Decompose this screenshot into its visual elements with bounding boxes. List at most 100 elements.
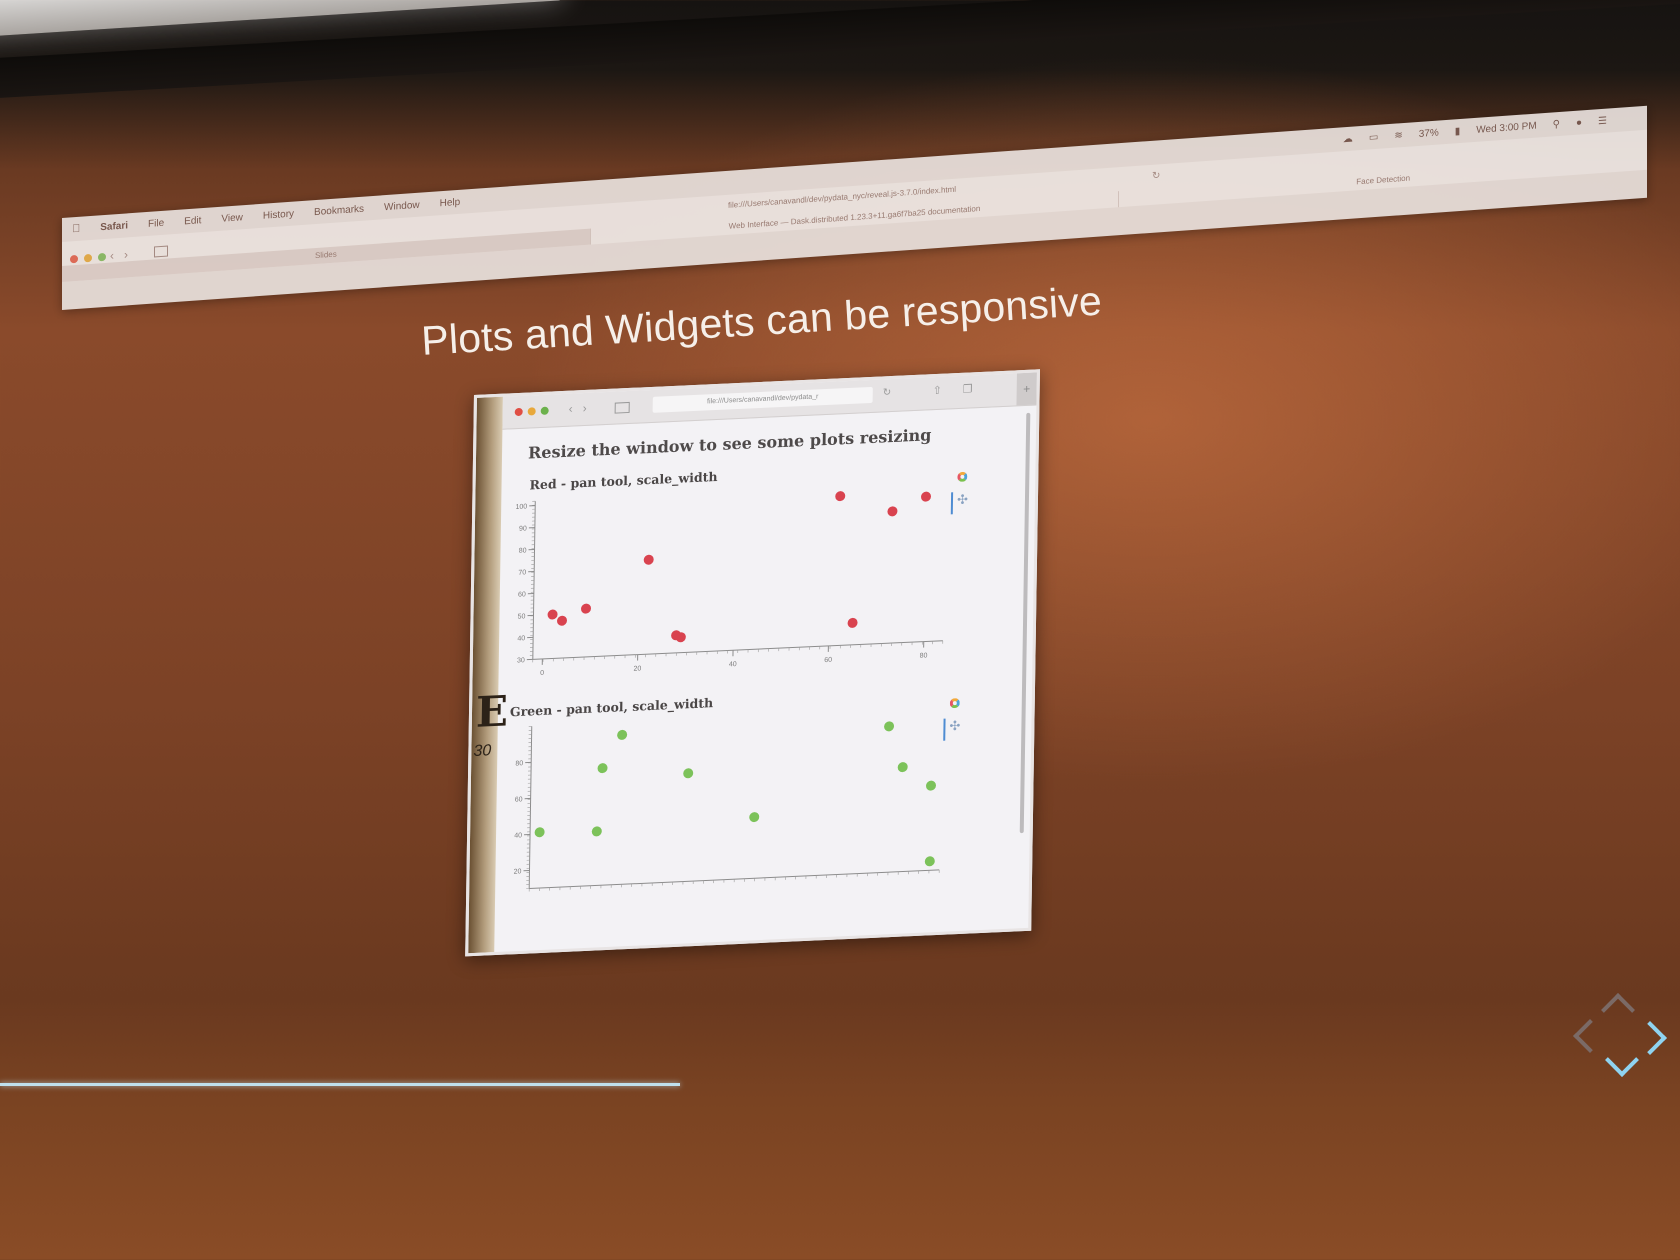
menu-item-window[interactable]: Window [375, 199, 420, 214]
projected-browser-chrome:  Safari File Edit View History Bookmark… [62, 105, 1648, 311]
new-tab-icon[interactable]: + [1016, 372, 1037, 406]
menu-item-history[interactable]: History [254, 208, 294, 222]
scatter-point [547, 609, 558, 620]
zoom-window-icon[interactable] [98, 252, 106, 262]
apple-icon[interactable]:  [72, 223, 80, 236]
close-window-icon[interactable] [70, 254, 78, 264]
slide-title: Plots and Widgets can be responsive [420, 277, 1104, 364]
nav-up-arrow[interactable] [1601, 990, 1635, 1027]
menu-item-view[interactable]: View [213, 212, 243, 225]
minimize-window-icon[interactable] [527, 407, 536, 416]
chevron-right-icon [1633, 1021, 1667, 1055]
y-tick-label: 40 [514, 832, 522, 839]
bokeh-logo-icon [957, 471, 971, 486]
background-book-edge: E 30 [468, 396, 508, 954]
green-scatter-plot[interactable]: 20 40 60 80 [499, 701, 962, 902]
embedded-window-controls [514, 406, 549, 417]
x-tick-label: 80 [920, 652, 928, 659]
reload-icon[interactable]: ↻ [1152, 170, 1161, 182]
chevron-up-icon [1601, 993, 1635, 1027]
scatter-point [597, 763, 608, 774]
embedded-address-bar[interactable]: file:///Users/canavandl/dev/pydata_r [652, 386, 873, 413]
embedded-screenshot: E 30 ‹ › file:///Users/canavandl/dev/pyd… [465, 369, 1040, 957]
menu-item-bookmarks[interactable]: Bookmarks [305, 203, 364, 219]
wifi-icon[interactable]: ≋ [1394, 129, 1403, 142]
embedded-history-nav: ‹ › [569, 401, 587, 416]
back-icon[interactable]: ‹ [568, 401, 573, 416]
scatter-point [847, 617, 858, 628]
scatter-point [683, 768, 694, 779]
pan-tool-icon[interactable]: ✣ [956, 491, 969, 508]
y-tick-label: 30 [517, 657, 525, 664]
menu-item-file[interactable]: File [139, 217, 164, 230]
sidebar-toggle-icon[interactable] [614, 401, 630, 414]
y-tick-label: 80 [515, 760, 523, 767]
reload-icon[interactable]: ↻ [882, 387, 892, 399]
menu-item-help[interactable]: Help [431, 196, 461, 210]
scatter-point [835, 491, 846, 502]
scatter-point [581, 603, 592, 614]
scatter-point [675, 632, 686, 643]
scatter-point [643, 554, 654, 565]
x-tick-label: 20 [634, 665, 642, 672]
chevron-down-icon [1605, 1043, 1639, 1077]
siri-icon[interactable]: ● [1575, 116, 1583, 129]
nav-right-arrow[interactable] [1633, 1021, 1668, 1055]
menu-item-safari[interactable]: Safari [92, 220, 128, 234]
nav-down-arrow[interactable] [1605, 1043, 1639, 1078]
scatter-point [556, 615, 567, 626]
y-tick-label: 60 [518, 591, 526, 598]
menu-item-edit[interactable]: Edit [175, 215, 201, 228]
page-heading: Resize the window to see some plots resi… [527, 425, 932, 463]
share-icon[interactable]: ⇧ [932, 384, 943, 398]
nav-left-arrow[interactable] [1570, 1019, 1607, 1053]
scatter-point [887, 506, 898, 517]
tab-overview-icon[interactable]: ❐ [962, 383, 973, 396]
history-nav: ‹ › [110, 247, 128, 262]
x-tick-label: 60 [824, 657, 832, 664]
display-icon[interactable]: ▭ [1368, 131, 1379, 143]
y-tick-label: 60 [515, 796, 523, 803]
scatter-point [924, 856, 935, 867]
clock[interactable]: Wed 3:00 PM [1476, 120, 1537, 136]
scrollbar[interactable] [1019, 412, 1031, 834]
zoom-window-icon[interactable] [540, 406, 549, 415]
tab-face-detection[interactable]: Face Detection [1118, 153, 1648, 208]
y-tick-label: 40 [517, 635, 525, 642]
scatter-point [921, 491, 932, 502]
forward-icon[interactable]: › [582, 400, 587, 416]
scatter-point [591, 826, 602, 837]
y-tick-label: 70 [518, 569, 526, 576]
scatter-point [617, 729, 628, 740]
bokeh-logo-icon [949, 697, 964, 713]
battery-percent[interactable]: 37% [1418, 127, 1439, 140]
embedded-browser-toolbar: ‹ › file:///Users/canavandl/dev/pydata_r… [502, 372, 1037, 430]
chevron-left-icon [1573, 1019, 1607, 1053]
spotlight-search-icon[interactable]: ⚲ [1552, 118, 1560, 130]
y-tick-label: 100 [515, 503, 527, 511]
back-icon[interactable]: ‹ [110, 248, 114, 263]
scatter-point [884, 721, 895, 732]
x-axis [532, 640, 943, 660]
x-tick-label: 0 [540, 670, 544, 677]
pan-tool-icon[interactable]: ✣ [949, 717, 961, 734]
minimize-window-icon[interactable] [84, 253, 92, 263]
scatter-point [749, 812, 760, 823]
y-tick-label: 80 [519, 547, 527, 554]
y-tick-label: 20 [514, 868, 522, 875]
tab-slides[interactable]: Slides [62, 228, 590, 282]
scatter-point [534, 827, 545, 838]
x-tick-label: 40 [729, 661, 737, 668]
scatter-point [897, 762, 908, 773]
scatter-point [926, 780, 937, 791]
notification-center-icon[interactable]: ☰ [1598, 115, 1607, 127]
sidebar-toggle-icon[interactable] [154, 245, 168, 258]
y-tick-label: 50 [518, 613, 526, 620]
red-scatter-plot[interactable]: 30 40 50 60 70 80 90 100 0 20 40 60 80 [502, 476, 965, 687]
forward-icon[interactable]: › [124, 247, 128, 262]
y-tick-label: 90 [519, 525, 527, 532]
cloud-icon[interactable]: ☁ [1342, 133, 1353, 145]
slide-progress-bar [0, 1083, 680, 1086]
battery-icon: ▮ [1454, 125, 1461, 137]
close-window-icon[interactable] [514, 407, 523, 417]
